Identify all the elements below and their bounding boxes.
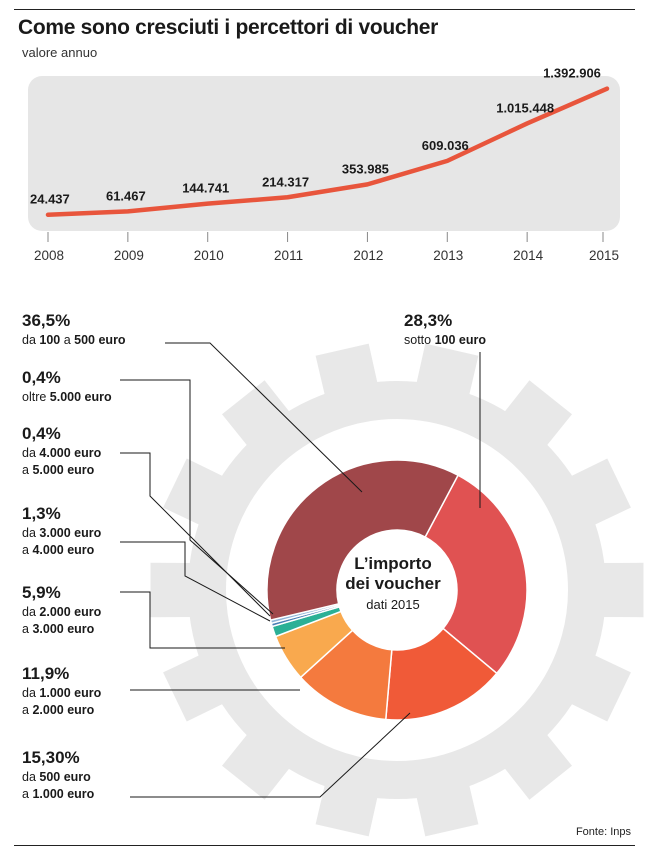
gear-tooth: [222, 380, 292, 448]
label-100-500: 36,5% da 100 a 500 euro: [22, 311, 126, 347]
x-tick-label: 2014: [513, 248, 544, 263]
series-line: [45, 86, 610, 217]
donut-slice: [384, 627, 498, 721]
data-label: 144.741: [182, 181, 229, 196]
leader-line: [120, 541, 271, 622]
leader-line: [130, 712, 411, 798]
donut-hole: [338, 531, 456, 649]
donut-slice: [424, 474, 528, 675]
label-sotto-100: 28,3% sotto 100 euro: [404, 311, 486, 347]
data-label: 1.392.906: [543, 66, 601, 81]
gear-background: [150, 343, 644, 837]
label-500-1000: 15,30% da 500 euro a 1.000 euro: [22, 748, 95, 801]
gear-rim: [188, 381, 606, 799]
gear-tooth: [600, 562, 644, 618]
data-label: 214.317: [262, 174, 309, 189]
data-label: 61.467: [106, 188, 146, 203]
line-chart: 24.437 61.467 144.741 214.317 353.985 609.036…: [30, 66, 619, 263]
data-label: 24.437: [30, 192, 70, 207]
gear-tooth: [502, 732, 572, 800]
x-tick-label: 2010: [194, 248, 224, 263]
gear-tooth: [150, 562, 194, 618]
label-3000-4000: 1,3% da 3.000 euro a 4.000 euro: [22, 504, 102, 557]
donut-title: L’importo dei voucher: [345, 554, 441, 593]
source-note: Fonte: Inps: [575, 826, 631, 838]
x-tick-label: 2012: [353, 248, 383, 263]
data-label: 1.015.448: [496, 100, 554, 115]
x-tick-label: 2015: [589, 248, 619, 263]
top-rule: [14, 9, 635, 10]
chart-subtitle: valore annuo: [22, 45, 98, 60]
bottom-rule: [14, 845, 635, 846]
data-label: 353.985: [342, 161, 389, 176]
leader-line: [120, 591, 285, 649]
donut-slice: [266, 459, 460, 622]
donut-subtitle: dati 2015: [366, 597, 420, 612]
leader-line: [165, 342, 363, 493]
gear-tooth: [502, 380, 572, 448]
x-tick-label: 2009: [114, 248, 144, 263]
label-oltre-5000: 0,4% oltre 5.000 euro: [22, 368, 112, 404]
donut-center-label: L’importo dei voucher dati 2015: [343, 554, 443, 614]
x-tick-label: 2013: [433, 248, 463, 263]
line-chart-panel: [28, 76, 620, 231]
label-1000-2000: 11,9% da 1.000 euro a 2.000 euro: [22, 664, 102, 717]
x-tick-label: 2011: [274, 248, 303, 263]
label-2000-3000: 5,9% da 2.000 euro a 3.000 euro: [22, 583, 102, 636]
data-label: 609.036: [422, 138, 469, 153]
leader-line: [120, 452, 271, 617]
label-4000-5000: 0,4% da 4.000 euro a 5.000 euro: [22, 424, 102, 477]
gear-tooth: [222, 732, 292, 800]
chart-title: Come sono cresciuti i percettori di vouc…: [18, 16, 439, 39]
x-tick-label: 2008: [34, 248, 64, 263]
